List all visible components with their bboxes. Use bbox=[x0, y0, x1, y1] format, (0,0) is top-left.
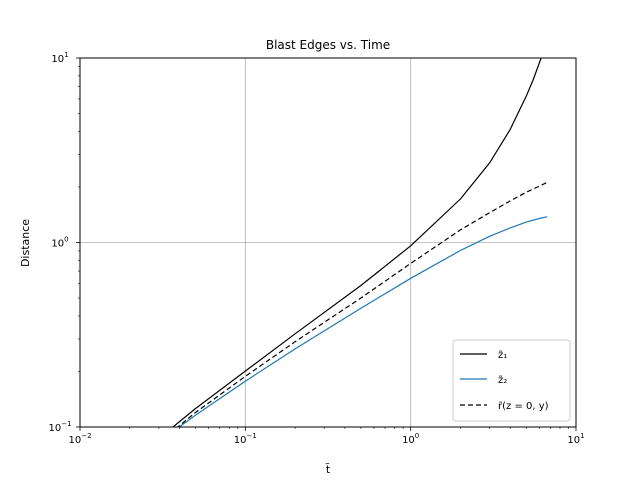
legend: z̃₁ z̃₂ r̃(z = 0, y) bbox=[452, 339, 571, 422]
grid-layer bbox=[80, 58, 576, 427]
x-tick-label: 10−2 bbox=[68, 432, 91, 446]
x-axis-label: t̃ bbox=[325, 463, 331, 476]
y-axis-label: Distance bbox=[19, 219, 32, 267]
y-tick-label: 10−1 bbox=[48, 420, 71, 434]
series-line-z2 bbox=[178, 216, 548, 427]
x-tick-label: 100 bbox=[402, 432, 419, 446]
legend-label-z1: z̃₁ bbox=[498, 349, 507, 361]
x-tick-label: 101 bbox=[567, 432, 584, 446]
y-tick-label: 100 bbox=[51, 236, 68, 250]
legend-label-r: r̃(z = 0, y) bbox=[498, 400, 549, 412]
series-line-r bbox=[176, 181, 548, 427]
legend-box bbox=[452, 339, 571, 422]
x-tick-label: 10−1 bbox=[234, 432, 257, 446]
chart-title: Blast Edges vs. Time bbox=[266, 38, 390, 52]
series-line-z1 bbox=[171, 58, 542, 427]
y-tick-label: 101 bbox=[51, 51, 68, 65]
series-layer bbox=[171, 58, 548, 427]
legend-label-z2: z̃₂ bbox=[498, 374, 507, 386]
